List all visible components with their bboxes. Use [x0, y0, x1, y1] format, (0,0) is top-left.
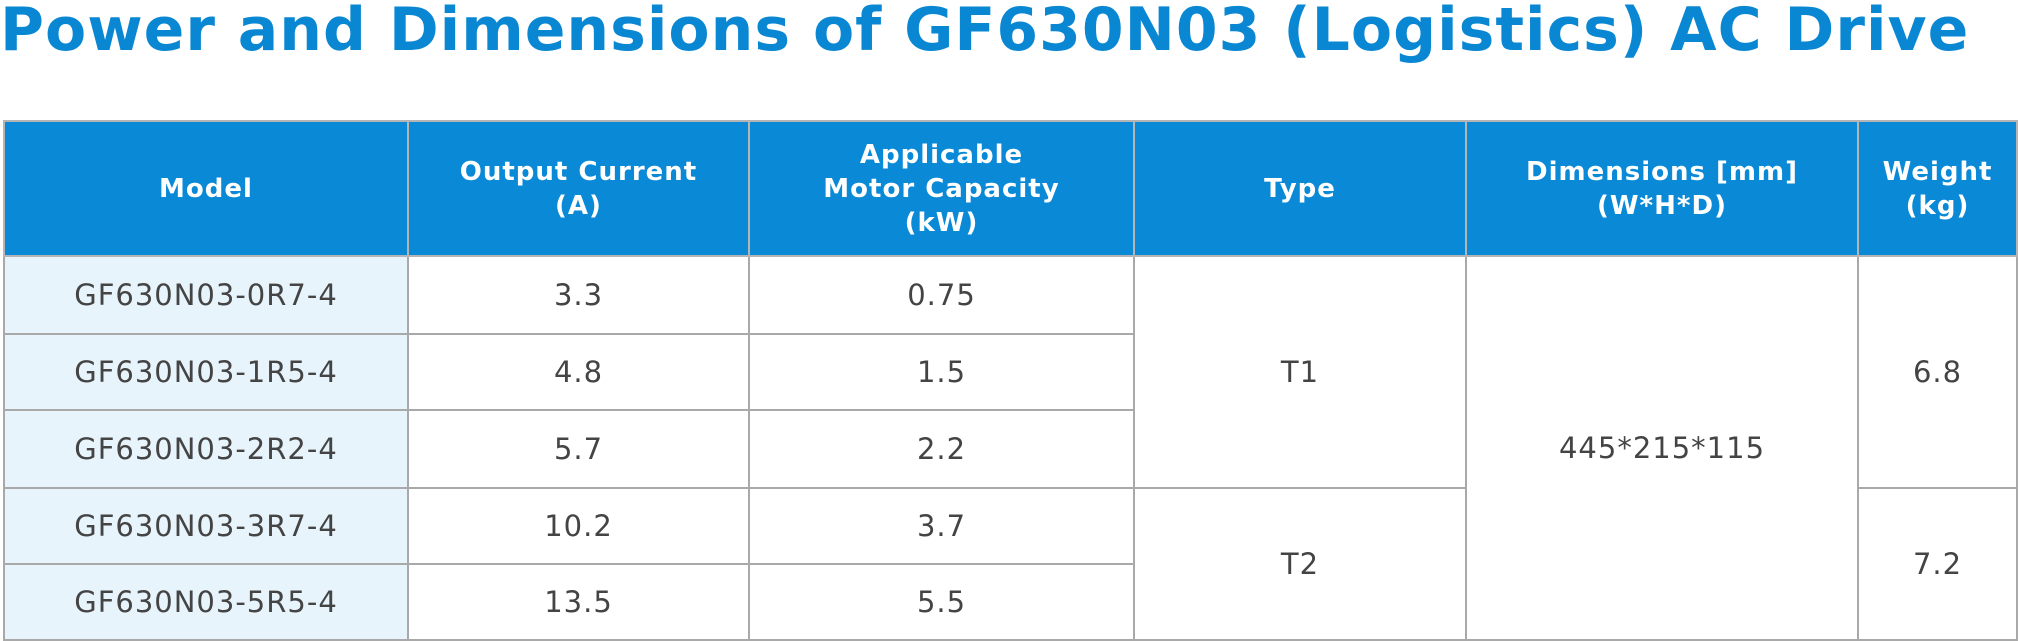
page-title: Power and Dimensions of GF630N03 (Logist…: [0, 0, 1970, 65]
table-cell: 0.75: [748, 255, 1135, 335]
table-row: GF630N03-5R5-4 13.5 5.5: [3, 563, 2017, 641]
table-cell: 5.7: [407, 409, 750, 489]
header-text: Applicable: [859, 139, 1024, 170]
header-cell: Type: [1133, 120, 1467, 257]
header-text: (A): [555, 190, 602, 221]
header-text: (W*H*D): [1597, 190, 1727, 221]
header-cell: Model: [3, 120, 409, 257]
header-text: (kg): [1905, 190, 1970, 221]
table-cell: 10.2: [407, 487, 750, 565]
table-cell: 3.3: [407, 255, 750, 335]
table-cell: 4.8: [407, 333, 750, 411]
header-cell: Dimensions [mm] (W*H*D): [1465, 120, 1859, 257]
table-cell: 6.8: [1857, 255, 2018, 489]
table-cell: 5.5: [748, 563, 1135, 641]
table-row: GF630N03-1R5-4 4.8 1.5: [3, 333, 2017, 411]
table-cell: T2: [1133, 487, 1467, 641]
header-text: Motor Capacity: [823, 173, 1060, 204]
table-cell: T1: [1133, 255, 1467, 489]
table-row: GF630N03-2R2-4 5.7 2.2: [3, 409, 2017, 489]
header-text: Weight: [1882, 156, 1993, 187]
table-row: GF630N03-0R7-4 3.3 0.75 T1 445*215*115 6.8: [3, 255, 2018, 641]
header-text: Type: [1264, 173, 1336, 204]
header-text: (kW): [904, 207, 979, 238]
header-text: Output Current: [459, 156, 698, 187]
table-row: GF630N03-3R7-4 10.2 3.7 T2 7.2: [3, 487, 2018, 641]
header-row: Model Output Current (A) Applicable Motor Ca…: [3, 120, 2018, 257]
table-cell: 3.7: [748, 487, 1135, 565]
model-cell: GF630N03-0R7-4: [3, 255, 409, 335]
table-cell: 13.5: [407, 563, 750, 641]
header-cell: Applicable Motor Capacity (kW): [748, 120, 1135, 257]
header-text: Model: [159, 173, 253, 204]
model-cell: GF630N03-5R5-4: [3, 563, 409, 641]
spec-table: Model Output Current (A) Applicable Motor Ca…: [3, 120, 2018, 641]
table-cell: 445*215*115: [1465, 255, 1859, 641]
header-text: Dimensions [mm]: [1526, 156, 1798, 187]
model-cell: GF630N03-1R5-4: [3, 333, 409, 411]
model-cell: GF630N03-3R7-4: [3, 487, 409, 565]
model-cell: GF630N03-2R2-4: [3, 409, 409, 489]
header-cell: Weight (kg): [1857, 120, 2018, 257]
header-cell: Output Current (A): [407, 120, 750, 257]
table-cell: 7.2: [1857, 487, 2018, 641]
table-cell: 2.2: [748, 409, 1135, 489]
table-cell: 1.5: [748, 333, 1135, 411]
